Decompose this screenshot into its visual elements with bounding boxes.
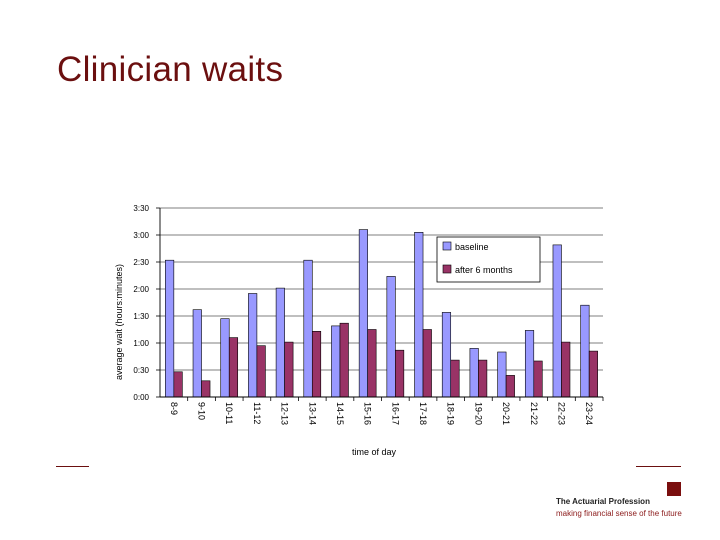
bar-baseline-9-10 — [192, 309, 202, 398]
x-tick-labels: 8-9 9-10 10-11 11-12 12-13 13-14 14-15 15-16 16-… — [169, 402, 594, 425]
y-tick-label: 2:30 — [133, 258, 149, 267]
y-axis-label: average wait (hours:minutes) — [114, 264, 124, 380]
y-tick-labels: 0:00 0:30 1:00 1:30 2:00 2:30 3:00 3:30 — [133, 204, 149, 402]
x-tick-label: 20-21 — [501, 402, 511, 425]
bar-baseline-12-13 — [275, 287, 285, 398]
bar-after-6-months-11-12 — [256, 345, 266, 398]
bar-after-6-months-18-19 — [450, 359, 460, 398]
x-tick-label: 13-14 — [307, 402, 317, 425]
x-tick-label: 16-17 — [390, 402, 400, 425]
x-tick-label: 11-12 — [252, 402, 262, 424]
x-tick-label: 19-20 — [473, 402, 483, 425]
bar-baseline-10-11 — [220, 318, 230, 398]
bar-after-6-months-8-9 — [173, 371, 183, 398]
bar-after-6-months-20-21 — [505, 375, 515, 398]
legend: baseline after 6 months — [436, 236, 541, 283]
x-tick-label: 9-10 — [197, 402, 207, 420]
y-tick-label: 1:30 — [133, 312, 149, 321]
bar-after-6-months-13-14 — [311, 330, 322, 398]
x-tick-label: 10-11 — [224, 402, 234, 424]
bar-after-6-months-17-18 — [422, 329, 432, 398]
y-tick-label: 0:30 — [133, 366, 149, 375]
bar-baseline-17-18 — [414, 232, 424, 398]
x-tick-label: 21-22 — [529, 402, 539, 425]
bar-after-6-months-15-16 — [367, 329, 377, 398]
bar-after-6-months-22-23 — [561, 341, 571, 398]
legend-swatch-baseline — [442, 241, 452, 251]
x-tick-label: 23-24 — [584, 402, 594, 425]
bar-after-6-months-12-13 — [284, 341, 294, 398]
bar-baseline-23-24 — [580, 304, 590, 398]
legend-label-baseline: baseline — [455, 242, 489, 252]
bars — [165, 229, 598, 398]
bar-after-6-months-23-24 — [588, 350, 598, 398]
y-tick-label: 2:00 — [133, 285, 149, 294]
bar-baseline-14-15 — [331, 325, 341, 398]
x-axis-label: time of day — [352, 447, 397, 457]
footer-rule-left — [56, 466, 89, 467]
bar-baseline-18-19 — [441, 312, 452, 398]
y-tick-label: 3:00 — [133, 231, 149, 240]
x-tick-label: 17-18 — [418, 402, 428, 425]
bar-baseline-11-12 — [248, 293, 258, 398]
brand-name: The Actuarial Profession — [556, 497, 650, 506]
x-tick-label: 12-13 — [280, 402, 290, 425]
bar-baseline-19-20 — [469, 348, 479, 398]
y-tick-label: 0:00 — [133, 393, 149, 402]
brand-tagline: making financial sense of the future — [556, 509, 682, 518]
bar-after-6-months-14-15 — [339, 322, 349, 398]
bar-after-6-months-21-22 — [533, 360, 543, 398]
bar-after-6-months-16-17 — [395, 349, 405, 398]
footer-rule-right — [636, 466, 681, 467]
legend-label-after-6-months: after 6 months — [455, 265, 513, 275]
y-tick-label: 1:00 — [133, 339, 149, 348]
bar-baseline-15-16 — [358, 229, 368, 398]
bar-baseline-20-21 — [497, 351, 507, 398]
bar-baseline-8-9 — [165, 259, 175, 398]
x-tick-label: 18-19 — [446, 402, 456, 425]
legend-box — [436, 236, 541, 283]
bar-after-6-months-19-20 — [478, 359, 488, 398]
x-tick-label: 8-9 — [169, 402, 179, 415]
bar-baseline-13-14 — [303, 259, 313, 398]
bar-baseline-21-22 — [524, 330, 535, 398]
x-tick-label: 15-16 — [363, 402, 373, 425]
bar-after-6-months-10-11 — [228, 337, 239, 398]
y-tick-label: 3:30 — [133, 204, 149, 213]
bar-baseline-16-17 — [386, 276, 396, 398]
brand-logo-square — [667, 482, 681, 496]
legend-swatch-after-6-months — [442, 264, 452, 274]
bar-after-6-months-9-10 — [201, 380, 211, 398]
page-title: Clinician waits — [57, 50, 284, 89]
bar-baseline-22-23 — [552, 244, 562, 398]
x-tick-label: 14-15 — [335, 402, 345, 425]
x-tick-label: 22-23 — [556, 402, 566, 425]
axes — [156, 207, 604, 401]
